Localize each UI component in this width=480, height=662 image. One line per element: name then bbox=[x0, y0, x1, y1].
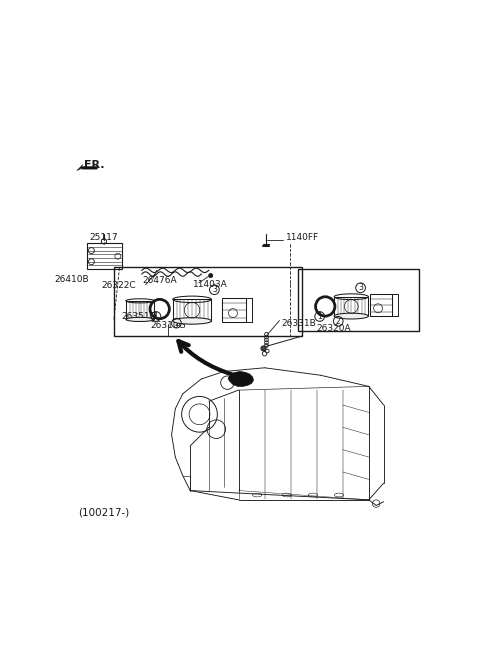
Ellipse shape bbox=[126, 317, 154, 322]
Circle shape bbox=[261, 346, 266, 351]
Bar bbox=[370, 294, 392, 316]
Text: 1: 1 bbox=[317, 312, 322, 321]
Polygon shape bbox=[77, 164, 97, 171]
Text: 2: 2 bbox=[174, 318, 179, 328]
Circle shape bbox=[209, 273, 213, 277]
Text: 26476A: 26476A bbox=[143, 276, 177, 285]
Text: 25117: 25117 bbox=[90, 233, 118, 242]
Text: 26351D: 26351D bbox=[121, 312, 157, 321]
Text: 11403A: 11403A bbox=[193, 280, 228, 289]
Text: 1140FF: 1140FF bbox=[286, 233, 319, 242]
Ellipse shape bbox=[173, 318, 211, 324]
Bar bbox=[87, 243, 122, 269]
Bar bbox=[126, 301, 154, 320]
Text: 26410B: 26410B bbox=[54, 275, 89, 284]
Text: 2: 2 bbox=[336, 317, 341, 326]
Text: 26310G: 26310G bbox=[150, 320, 186, 330]
Bar bbox=[222, 298, 246, 322]
Text: 1: 1 bbox=[154, 312, 158, 321]
Polygon shape bbox=[228, 371, 253, 387]
Bar bbox=[173, 299, 211, 321]
Bar bbox=[298, 269, 419, 330]
Bar bbox=[114, 267, 302, 336]
Text: 26320A: 26320A bbox=[316, 324, 351, 333]
Text: 26322C: 26322C bbox=[102, 281, 136, 291]
Text: FR.: FR. bbox=[84, 160, 105, 170]
Text: (100217-): (100217-) bbox=[79, 507, 130, 517]
Text: 3: 3 bbox=[358, 283, 363, 293]
Text: 26331B: 26331B bbox=[281, 318, 316, 328]
Ellipse shape bbox=[334, 313, 368, 319]
Text: 3: 3 bbox=[212, 285, 217, 294]
Bar bbox=[334, 297, 368, 316]
